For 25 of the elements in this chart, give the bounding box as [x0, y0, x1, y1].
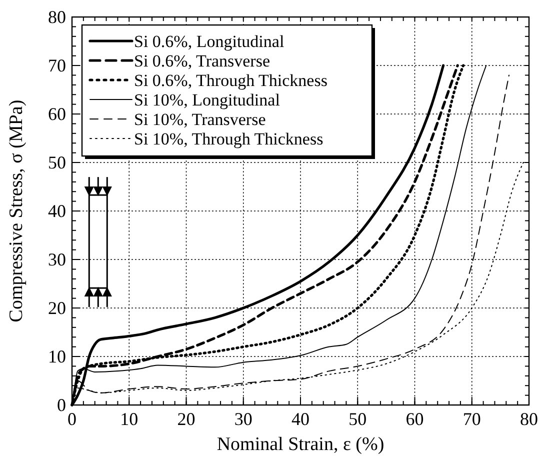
legend-label: Si 0.6%, Through Thickness [134, 71, 328, 90]
x-tick-label: 70 [462, 409, 481, 429]
x-tick-label: 50 [348, 409, 367, 429]
x-tick-label: 60 [406, 409, 424, 429]
y-tick-label: 40 [48, 201, 66, 221]
y-tick-label: 50 [48, 152, 66, 172]
legend-label: Si 10%, Transverse [134, 110, 266, 129]
x-tick-label: 10 [120, 409, 138, 429]
x-tick-label: 80 [520, 409, 538, 429]
y-tick-label: 10 [48, 346, 66, 366]
legend-label: Si 0.6%, Transverse [134, 52, 270, 70]
y-tick-label: 80 [48, 7, 66, 27]
legend-label: Si 0.6%, Longitudinal [134, 32, 284, 51]
y-tick-label: 0 [57, 395, 66, 415]
y-axis-title: Compressive Stress, σ (MPa) [6, 100, 27, 322]
x-tick-label: 40 [292, 409, 310, 429]
y-tick-label: 30 [48, 250, 66, 270]
x-tick-label: 30 [234, 409, 252, 429]
y-tick-label: 20 [48, 298, 66, 318]
legend-label: Si 10%, Through Thickness [134, 130, 324, 148]
y-tick-label: 60 [48, 104, 66, 124]
x-axis-title: Nominal Strain, ε (%) [216, 434, 384, 455]
y-tick-label: 70 [48, 56, 66, 76]
x-tick-label: 20 [177, 409, 196, 429]
legend-label: Si 10%, Longitudinal [134, 90, 280, 110]
